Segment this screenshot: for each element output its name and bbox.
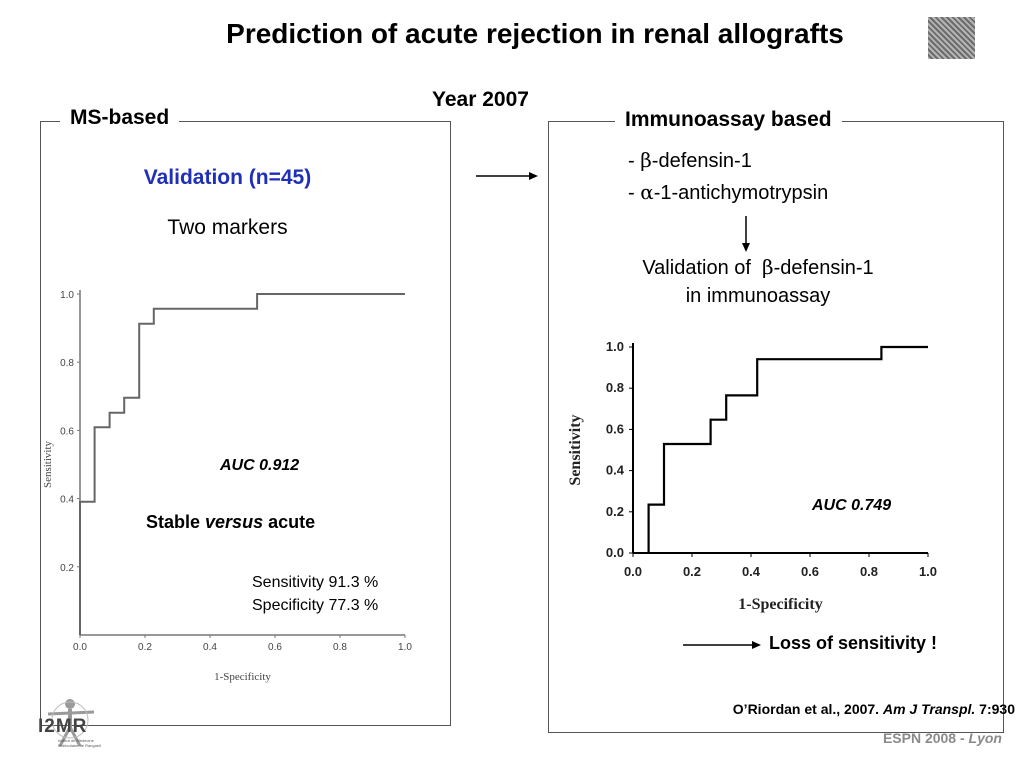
i2mr-logo-text: I2MR <box>38 716 88 737</box>
year-label: Year 2007 <box>432 88 529 111</box>
x-tick-label: 0.8 <box>860 564 878 579</box>
x-tick-label: 0.6 <box>801 564 819 579</box>
left-roc-chart: 0.0 0.2 0.4 0.6 0.8 1.0 1.0 0.8 0.6 0.4 0.2 1-Speci… <box>42 290 412 683</box>
y-tick-label: 0.8 <box>60 358 74 369</box>
specificity-value: Specificity 77.3 % <box>252 597 379 614</box>
footer-label: ESPN 2008 - Lyon <box>780 730 1002 746</box>
i2mr-logo: I2MR Institut de Médecine Moléculaire de… <box>34 694 114 750</box>
stable-text: Stable <box>146 512 206 532</box>
i2mr-figure-icon <box>47 699 95 747</box>
x-tick-label: 0.0 <box>73 642 87 653</box>
y-tick-label: 0.2 <box>60 563 74 574</box>
marker-1-dash: - <box>628 150 641 172</box>
y-tick-label: 1.0 <box>606 339 624 354</box>
arrow-right-icon-2 <box>683 641 761 649</box>
stable-versus-acute-label: Stable versus acute <box>146 512 315 533</box>
sensitivity-value: Sensitivity 91.3 % <box>252 574 379 591</box>
reference-volume: 7:930 <box>975 701 1015 717</box>
right-validation-line1: Validation of β-defensin-1 <box>560 255 956 280</box>
y-tick-label: 0.4 <box>606 463 625 478</box>
x-axis-label: 1-Specificity <box>214 671 271 683</box>
defensin-text: -defensin-1 <box>773 257 874 279</box>
arrow-down-icon <box>742 216 750 252</box>
footer-conference: ESPN 2008 - <box>882 730 969 746</box>
y-tick-label: 1.0 <box>60 290 74 301</box>
arrow-right-icon <box>476 172 538 180</box>
right-validation-line2: in immunoassay <box>685 285 831 307</box>
x-tick-label: 0.4 <box>742 564 761 579</box>
versus-text: versus <box>205 512 264 532</box>
beta-symbol-2: β <box>762 255 774 279</box>
x-tick-label: 1.0 <box>919 564 937 579</box>
y-axis-label: Sensitivity <box>42 440 54 488</box>
two-markers-label: Two markers <box>167 216 288 239</box>
beta-symbol: β <box>640 148 652 172</box>
roc-curve <box>647 345 928 553</box>
acute-text: acute <box>263 512 316 532</box>
x-tick-label: 0.2 <box>683 564 701 579</box>
marker-1-name: -defensin-1 <box>651 150 752 172</box>
ms-based-panel <box>40 121 451 726</box>
left-validation-label: Validation (n=45) <box>143 166 312 189</box>
ms-based-legend: MS-based <box>60 106 180 130</box>
marker-2-name: -1-antichymotrypsin <box>653 182 829 204</box>
validation-of-text: Validation of <box>642 257 763 279</box>
tissue-thumbnail-image <box>928 17 975 59</box>
marker-2-dash: - <box>628 182 641 204</box>
x-tick-label: 1.0 <box>398 642 412 653</box>
y-tick-label: 0.0 <box>606 545 624 560</box>
reference-citation: O’Riordan et al., 2007. Am J Transpl. 7:… <box>600 701 1015 717</box>
plot-area <box>560 328 938 614</box>
y-tick-label: 0.8 <box>606 380 624 395</box>
footer-city: Lyon <box>968 730 1002 746</box>
loss-of-sensitivity-label: Loss of sensitivity ! <box>769 633 938 653</box>
right-roc-chart: 0.0 0.2 0.4 0.6 0.8 1.0 1.0 0.8 0.6 0.4 0.2 0.0 1-Sp… <box>560 328 938 614</box>
marker-beta-defensin: - β-defensin-1 <box>628 148 752 173</box>
x-tick-label: 0.0 <box>624 564 642 579</box>
roc-curve <box>79 293 405 635</box>
y-tick-label: 0.4 <box>60 495 74 506</box>
right-auc-label: AUC 0.749 <box>812 497 892 514</box>
i2mr-subtitle-line2: Moléculaire de Rangueil <box>58 743 101 748</box>
left-auc-label: AUC 0.912 <box>220 457 300 474</box>
marker-alpha-antichymotrypsin: - α-1-antichymotrypsin <box>628 180 828 205</box>
i2mr-logo-subtitle: Institut de Médecine Moléculaire de Rang… <box>58 738 101 748</box>
reference-journal: Am J Transpl. <box>882 701 976 717</box>
immunoassay-legend: Immunoassay based <box>615 108 842 132</box>
alpha-symbol: α <box>640 180 654 204</box>
x-tick-label: 0.6 <box>268 642 282 653</box>
y-tick-label: 0.6 <box>606 421 624 436</box>
reference-authors: O’Riordan et al., 2007. <box>732 701 883 717</box>
y-axis-label: Sensitivity <box>567 414 584 485</box>
x-tick-label: 0.2 <box>138 642 152 653</box>
x-tick-label: 0.4 <box>203 642 217 653</box>
y-tick-label: 0.2 <box>606 504 624 519</box>
x-axis-label: 1-Specificity <box>738 596 822 613</box>
y-tick-label: 0.6 <box>60 426 74 437</box>
i2mr-subtitle-line1: Institut de Médecine <box>58 738 94 743</box>
x-tick-label: 0.8 <box>333 642 347 653</box>
slide-title: Prediction of acute rejection in renal a… <box>226 18 844 49</box>
